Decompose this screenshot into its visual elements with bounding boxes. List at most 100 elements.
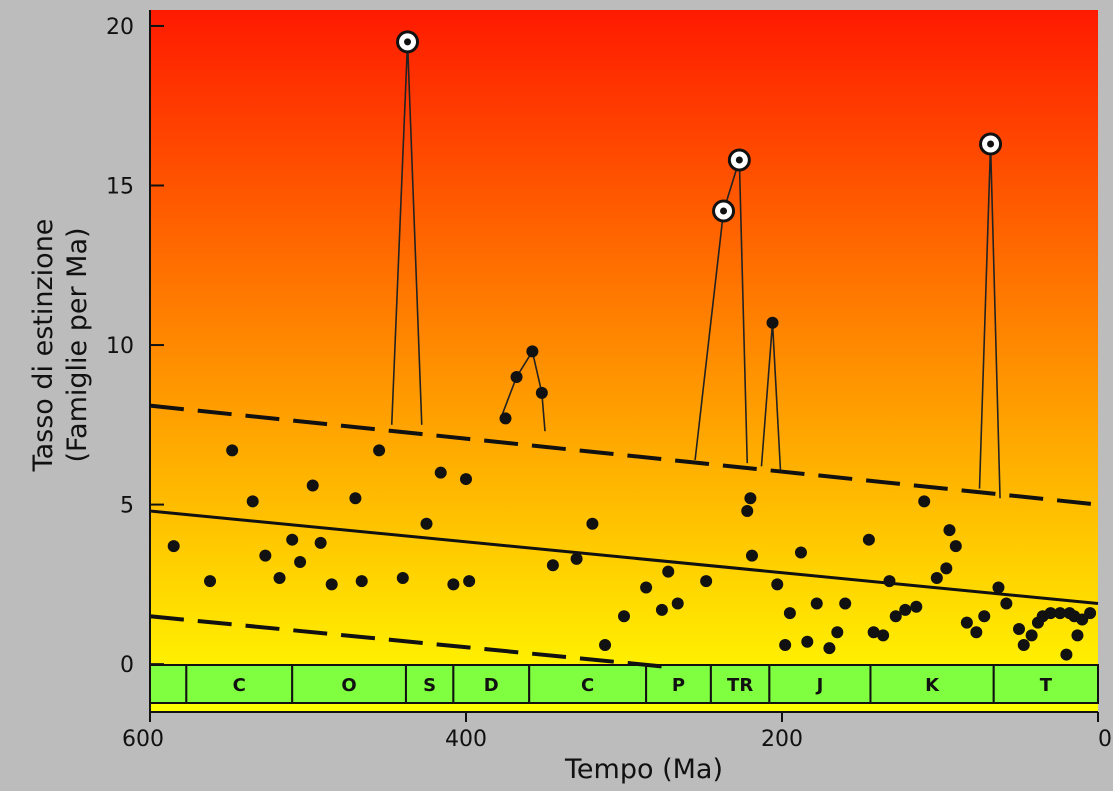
trend-lines bbox=[149, 403, 1099, 670]
data-point bbox=[167, 540, 180, 553]
data-point bbox=[960, 616, 973, 629]
data-point bbox=[314, 536, 327, 549]
period-label: TR bbox=[727, 675, 753, 696]
period-label: C bbox=[233, 675, 246, 696]
x-tick-label: 200 bbox=[761, 727, 803, 752]
data-point bbox=[783, 607, 796, 620]
major-extinction-marker-center bbox=[720, 207, 728, 215]
data-point bbox=[771, 578, 784, 591]
data-point bbox=[918, 495, 931, 508]
x-tick-label: 0 bbox=[1098, 727, 1112, 752]
y-tick-label: 10 bbox=[106, 334, 134, 359]
data-point bbox=[745, 549, 758, 562]
data-point bbox=[766, 316, 779, 329]
axes: 0 5 10 15 20 600 400 200 0 bbox=[106, 10, 1112, 752]
data-point bbox=[355, 575, 368, 588]
data-point bbox=[862, 533, 875, 546]
period-cell bbox=[185, 664, 294, 704]
data-points bbox=[167, 30, 1097, 661]
major-extinction-marker-center bbox=[987, 140, 995, 148]
y-tick-label: 0 bbox=[120, 653, 134, 678]
data-point bbox=[586, 517, 599, 530]
data-point bbox=[246, 495, 259, 508]
data-point bbox=[899, 603, 912, 616]
data-point bbox=[949, 540, 962, 553]
data-point bbox=[831, 626, 844, 639]
period-label: C bbox=[581, 675, 594, 696]
period-cell bbox=[528, 664, 648, 704]
peak-trace bbox=[694, 159, 749, 464]
plot-background bbox=[150, 10, 1098, 712]
data-point bbox=[618, 610, 630, 623]
data-point bbox=[373, 444, 386, 457]
data-point bbox=[823, 642, 836, 655]
data-point bbox=[570, 552, 583, 565]
period-cell bbox=[869, 664, 995, 704]
y-tick-label: 5 bbox=[120, 494, 134, 519]
data-point bbox=[700, 575, 713, 588]
data-point bbox=[930, 571, 943, 584]
period-cell bbox=[768, 664, 872, 704]
y-axis-title: Tasso di estinzione (Famiglie per Ma) bbox=[28, 219, 93, 473]
data-point bbox=[1071, 629, 1084, 642]
data-point bbox=[535, 386, 548, 399]
data-point bbox=[801, 635, 814, 648]
data-point bbox=[1044, 607, 1057, 620]
data-point bbox=[396, 571, 409, 584]
period-cell bbox=[992, 664, 1099, 704]
data-point bbox=[877, 629, 890, 642]
data-point bbox=[349, 492, 362, 505]
data-point bbox=[810, 597, 823, 610]
data-point bbox=[286, 533, 299, 546]
period-label: D bbox=[484, 675, 499, 696]
data-point bbox=[978, 610, 991, 623]
lower-bound-line bbox=[149, 614, 672, 670]
data-point bbox=[1084, 607, 1097, 620]
regression-line bbox=[149, 509, 1099, 606]
data-point bbox=[463, 575, 476, 588]
data-point bbox=[1054, 607, 1067, 620]
data-point bbox=[839, 597, 852, 610]
period-cell bbox=[645, 664, 712, 704]
data-point bbox=[434, 466, 447, 479]
data-point bbox=[1060, 648, 1073, 661]
geologic-periods-bar: C O S D C P TR J K T bbox=[149, 664, 1099, 704]
data-point bbox=[420, 517, 433, 530]
data-point bbox=[1017, 638, 1030, 651]
data-point bbox=[226, 444, 239, 457]
data-point bbox=[662, 565, 675, 578]
data-point bbox=[273, 571, 286, 584]
period-cell bbox=[149, 664, 188, 704]
data-point bbox=[943, 524, 956, 537]
data-point bbox=[306, 479, 319, 492]
y-axis-title-line2: (Famiglie per Ma) bbox=[62, 227, 93, 462]
period-cell bbox=[709, 664, 771, 704]
data-point bbox=[992, 581, 1005, 594]
upper-bound-line bbox=[149, 403, 1099, 507]
x-axis-title: Tempo (Ma) bbox=[564, 754, 723, 785]
x-tick-label: 600 bbox=[122, 727, 164, 752]
data-point bbox=[325, 578, 338, 591]
data-point bbox=[526, 345, 539, 358]
data-point bbox=[499, 412, 512, 425]
period-cell bbox=[291, 664, 407, 704]
data-point bbox=[447, 578, 460, 591]
data-point bbox=[779, 638, 792, 651]
period-cell bbox=[404, 664, 455, 704]
data-point bbox=[460, 473, 472, 486]
y-axis-title-line1: Tasso di estinzione bbox=[28, 219, 59, 473]
data-point bbox=[1000, 597, 1013, 610]
x-tick-label: 400 bbox=[445, 727, 487, 752]
major-extinction-marker-center bbox=[735, 156, 743, 164]
data-point bbox=[204, 575, 217, 588]
data-point bbox=[259, 549, 272, 562]
data-point bbox=[1025, 629, 1038, 642]
y-tick-label: 20 bbox=[106, 15, 134, 40]
period-label: O bbox=[341, 675, 356, 696]
data-point bbox=[910, 600, 923, 613]
period-label: S bbox=[423, 675, 436, 696]
data-point bbox=[1013, 623, 1025, 636]
data-point bbox=[883, 575, 896, 588]
